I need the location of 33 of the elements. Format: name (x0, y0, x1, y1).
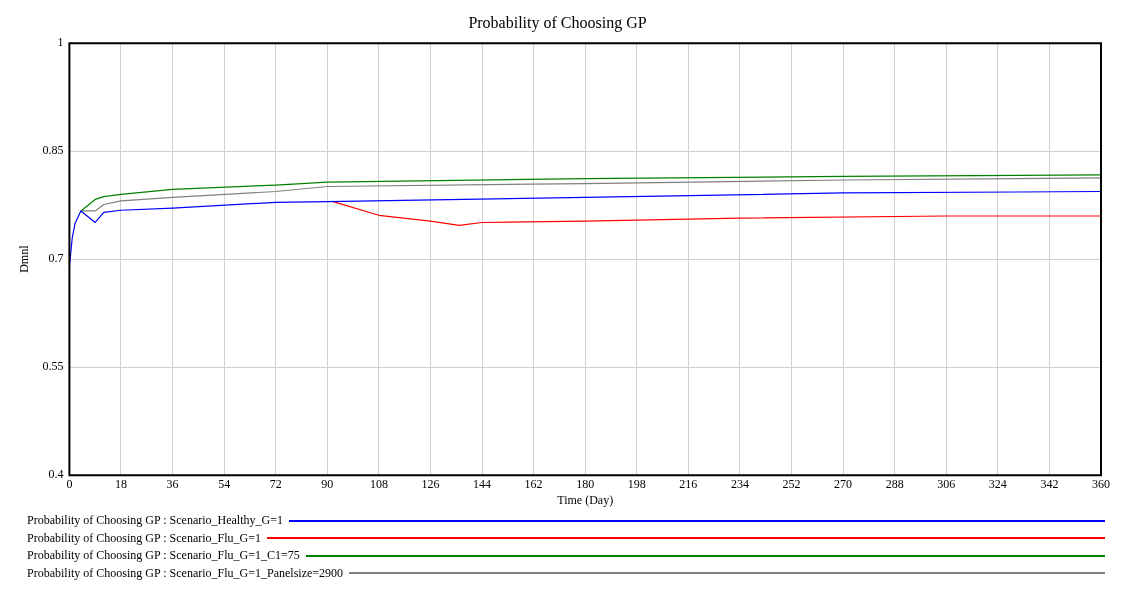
y-tick-label: 0.4 (48, 467, 64, 482)
x-tick-label: 324 (988, 476, 1007, 491)
x-tick-label: 216 (679, 476, 698, 491)
x-tick-label: 0 (66, 476, 73, 491)
x-tick-label: 252 (782, 476, 801, 491)
x-tick-label: 306 (937, 476, 956, 491)
x-tick-label: 108 (369, 476, 388, 491)
x-tick-label: 144 (473, 476, 492, 491)
x-tick-label: 198 (627, 476, 646, 491)
x-tick-label: 72 (269, 476, 282, 491)
x-tick-label: 288 (885, 476, 904, 491)
chart-title: Probability of Choosing GP (468, 13, 647, 32)
x-tick-label: 36 (166, 476, 179, 491)
legend-label: Probability of Choosing GP : Scenario_Healthy_G=1 (27, 513, 283, 529)
x-tick-label: 162 (524, 476, 543, 491)
legend-label: Probability of Choosing GP : Scenario_Flu_G=1 (27, 530, 261, 546)
x-tick-label: 54 (218, 476, 231, 491)
x-tick-label: 270 (834, 476, 853, 491)
y-tick-label: 0.55 (42, 359, 64, 374)
x-tick-label: 342 (1040, 476, 1059, 491)
x-tick-label: 234 (730, 476, 749, 491)
x-axis-title: Time (Day) (557, 492, 614, 507)
x-tick-label: 180 (576, 476, 595, 491)
y-tick-label: 0.85 (42, 143, 64, 158)
x-tick-label: 18 (114, 476, 127, 491)
x-tick-label: 360 (1092, 476, 1110, 491)
x-tick-label: 126 (421, 476, 440, 491)
legend-label: Probability of Choosing GP : Scenario_Flu_G=1_Panelsize=2900 (27, 565, 344, 581)
x-tick-label: 90 (321, 476, 334, 491)
y-tick-label: 0.7 (48, 251, 64, 266)
y-tick-label: 1 (57, 35, 64, 50)
y-axis-title: Dmnl (17, 244, 32, 273)
legend-label: Probability of Choosing GP : Scenario_Flu_G=1_C1=75 (27, 548, 300, 564)
